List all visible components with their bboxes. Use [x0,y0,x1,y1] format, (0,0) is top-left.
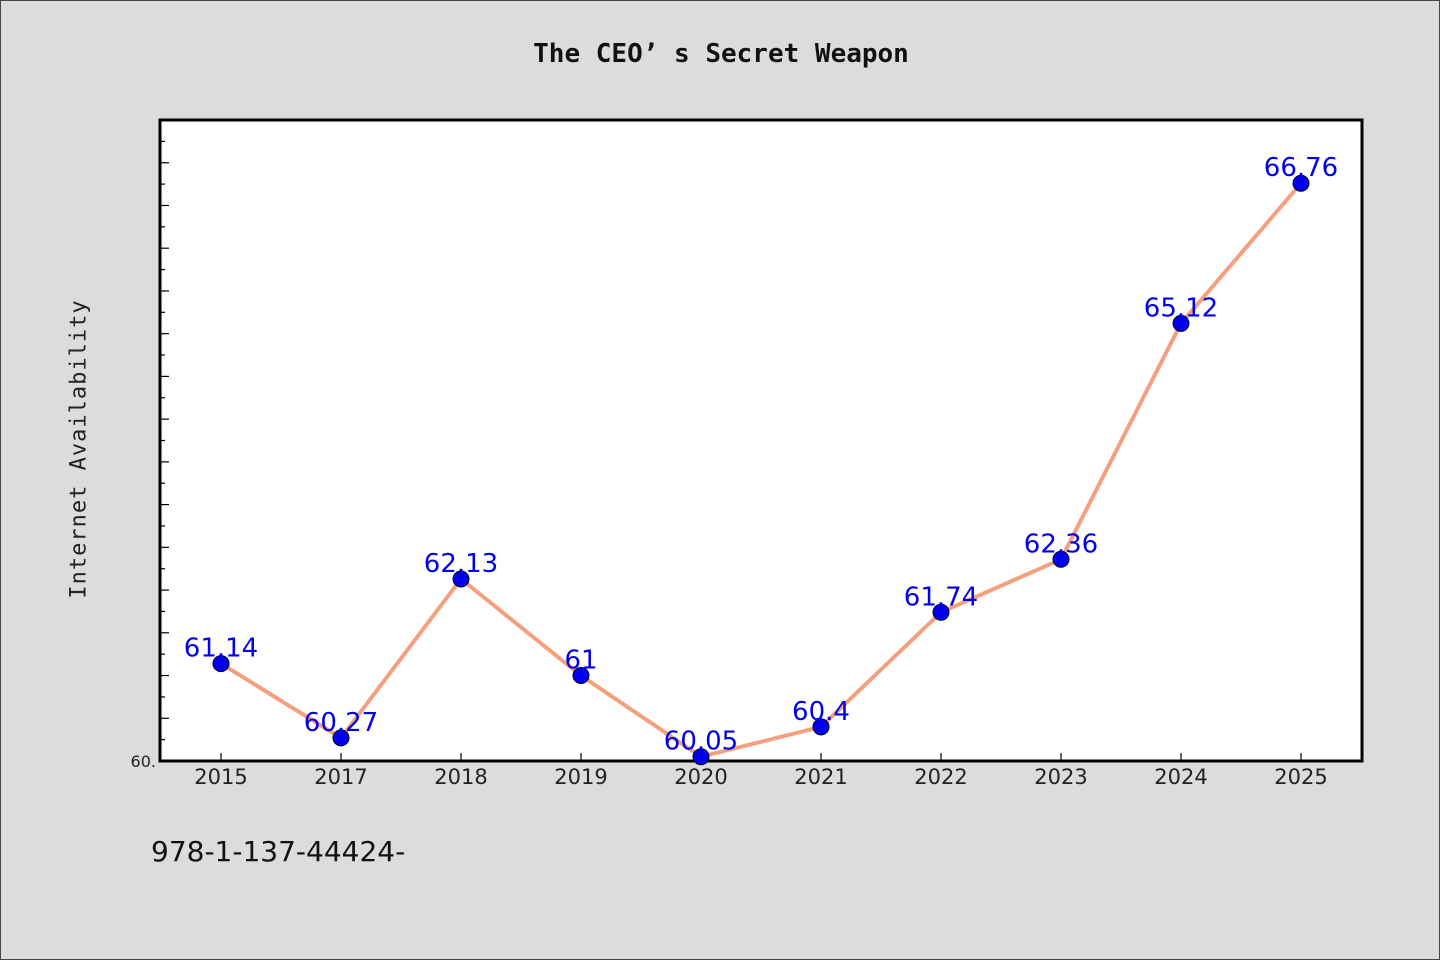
x-tick-label: 2018 [434,765,487,789]
x-tick-label: 2025 [1274,765,1327,789]
data-point [1292,174,1310,192]
data-point [932,603,950,621]
data-points [212,174,1310,766]
x-tick-label: 2023 [1034,765,1087,789]
isbn-footer: 978-1-137-44424- [151,835,406,868]
data-labels: 61.14 60.27 62.13 61 60.05 60.4 61.74 62.36 65.1… [184,153,1338,756]
x-tick-label: 2015 [194,765,247,789]
data-point [572,667,590,685]
x-tick-label: 2024 [1154,765,1207,789]
x-tick-label: 2022 [914,765,967,789]
data-label: 60.05 [664,727,738,757]
data-label: 60.27 [304,708,378,738]
x-tick-label: 2020 [674,765,727,789]
data-point [212,655,230,673]
data-point [1172,314,1190,332]
y-axis-ticks: 60. [131,140,169,771]
data-point [452,570,470,588]
y-tick-label: 60. [131,752,156,771]
x-axis-ticks: 2015 2017 2018 2019 2020 2021 2022 2023 2024 2025 [194,753,1328,789]
data-label: 62.13 [424,549,498,579]
data-label: 61.74 [904,582,978,612]
plot-area [158,118,1364,763]
x-tick-label: 2021 [794,765,847,789]
data-label: 61 [564,646,597,676]
data-point [812,718,830,736]
data-label: 60.4 [792,697,850,727]
data-label: 61.14 [184,634,258,664]
data-point [692,748,710,766]
data-point [1052,550,1070,568]
chart-title: The CEO’ s Secret Weapon [533,39,909,69]
data-label: 66.76 [1264,153,1338,183]
x-tick-label: 2017 [314,765,367,789]
data-point [332,729,350,747]
series-line [219,181,1303,759]
data-label: 65.12 [1144,293,1218,323]
x-tick-label: 2019 [554,765,607,789]
data-label: 62.36 [1024,529,1098,559]
